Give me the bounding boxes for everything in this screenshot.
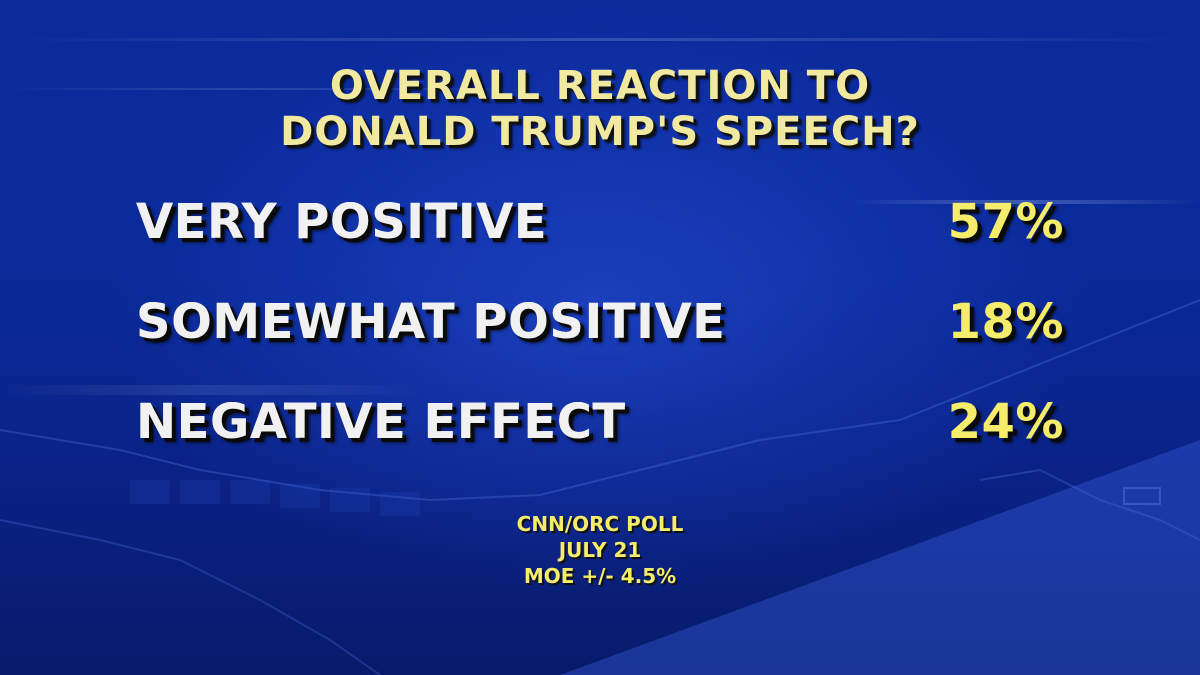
value-label-negative-effect: 24%	[947, 394, 1064, 450]
value-label-somewhat-positive: 18%	[947, 294, 1064, 350]
value-label-very-positive: 57%	[947, 194, 1064, 250]
category-label-very-positive: VERY POSITIVE	[136, 194, 548, 250]
source-line-date: JULY 21	[558, 538, 642, 562]
category-label-negative-effect: NEGATIVE EFFECT	[136, 394, 626, 450]
category-label-somewhat-positive: SOMEWHAT POSITIVE	[136, 294, 726, 350]
chart-title-line-1: OVERALL REACTION TO	[329, 63, 871, 109]
source-line-poll: CNN/ORC POLL	[516, 512, 684, 536]
source-line-moe: MOE +/- 4.5%	[523, 564, 677, 588]
chart-title-line-2: DONALD TRUMP'S SPEECH?	[280, 109, 920, 155]
